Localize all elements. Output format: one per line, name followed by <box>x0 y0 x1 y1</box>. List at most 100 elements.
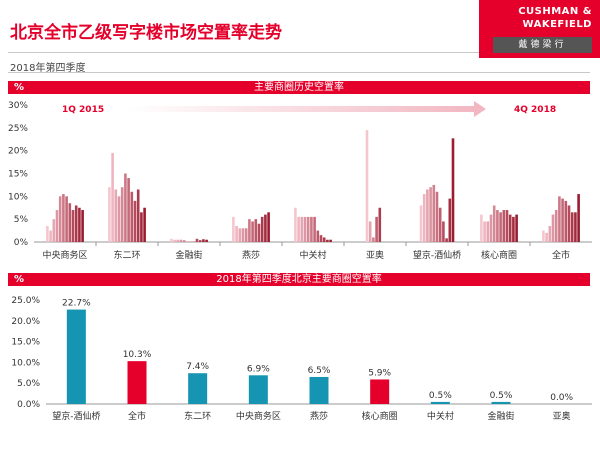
chart1-bar-2-8 <box>195 238 199 242</box>
chart1-bar-7-6 <box>499 212 502 242</box>
logo-text-line3: 戴德梁行 <box>493 37 592 53</box>
chart1-bar-3-4 <box>244 228 248 242</box>
chart1-x-tick-label: 中央商务区 <box>42 249 87 261</box>
chart2-data-label: 6.9% <box>247 364 270 374</box>
logo-text-line1: CUSHMAN & <box>518 6 592 17</box>
chart1-bar-4-9 <box>322 237 326 242</box>
chart1-bar-8-6 <box>561 198 564 242</box>
chart1-x-tick-label: 全市 <box>552 249 570 261</box>
chart1-bar-3-10 <box>264 214 267 242</box>
chart1-bar-1-1 <box>111 152 114 242</box>
chart1-bar-8-11 <box>577 194 580 242</box>
chart1-bar-8-7 <box>564 200 568 242</box>
chart1-bar-6-1 <box>422 194 426 242</box>
chart1-x-tick-label: 燕莎 <box>242 249 260 261</box>
chart2-data-label: 0.0% <box>550 393 573 403</box>
chart1-bar-1-7 <box>130 191 134 242</box>
chart1-bar-0-11 <box>81 210 84 242</box>
chart2-x-tick-label: 金融街 <box>487 410 514 422</box>
chart1-bar-4-11 <box>329 239 332 242</box>
chart1-bar-7-3 <box>489 214 493 242</box>
chart1-y-tick-label: 5% <box>14 215 29 225</box>
chart1-bar-4-10 <box>326 239 329 242</box>
chart1-bar-8-4 <box>554 210 558 242</box>
chart1-bar-7-0 <box>480 214 483 242</box>
chart1-bar-0-2 <box>52 219 56 242</box>
chart2-y-tick-label: 0.0% <box>17 400 40 410</box>
chart1-bar-0-5 <box>62 194 65 242</box>
chart1-bar-7-7 <box>502 210 506 242</box>
chart1-start-label: 1Q 2015 <box>62 105 104 115</box>
chart2-x-tick-label: 中关村 <box>427 410 454 422</box>
chart2-y-tick-label: 25.0% <box>11 296 40 306</box>
chart1-bar-5-4 <box>378 207 382 242</box>
chart1-bar-8-9 <box>570 212 574 242</box>
chart1-bar-3-7 <box>254 219 258 242</box>
chart1-bar-5-0 <box>365 130 369 242</box>
chart1-bar-2-9 <box>198 240 202 242</box>
chart1-bar-4-7 <box>316 230 320 242</box>
chart1-bar-8-0 <box>542 230 545 242</box>
chart2-data-label: 22.7% <box>62 299 91 309</box>
chart2-bar-4 <box>309 376 329 404</box>
chart1-bar-1-5 <box>124 173 127 242</box>
chart1-y-tick-label: 30% <box>8 101 28 111</box>
chart1-bar-8-5 <box>558 196 561 242</box>
chart1-x-tick-label: 金融街 <box>175 249 202 261</box>
chart1-bar-6-5 <box>435 191 439 242</box>
chart1-bar-7-10 <box>512 216 515 242</box>
chart1-x-tick-label: 东二环 <box>113 249 140 261</box>
chart1-bar-7-11 <box>515 214 518 242</box>
chart1-x-tick-label: 核心商圈 <box>481 249 517 261</box>
chart2-bar-3 <box>248 375 268 404</box>
chart1-bar-1-10 <box>140 212 143 242</box>
chart1-bar-3-0 <box>232 216 235 242</box>
chart1-bar-7-9 <box>508 214 512 242</box>
chart2-bar-7 <box>491 401 511 404</box>
chart1-bar-8-3 <box>551 214 555 242</box>
chart1-x-tick-label: 中关村 <box>299 249 326 261</box>
chart1-bar-3-8 <box>257 223 261 242</box>
chart2-y-tick-label: 20.0% <box>11 317 40 327</box>
chart2-bar-5 <box>370 379 390 404</box>
chart2-bar-6 <box>430 401 450 404</box>
chart2-y-tick-label: 5.0% <box>17 379 40 389</box>
chart1-y-tick-label: 20% <box>8 147 28 157</box>
chart1-bar-7-2 <box>486 221 490 242</box>
chart2-bar-1 <box>127 361 147 404</box>
chart1-bar-0-9 <box>74 205 78 242</box>
chart1-bar-8-10 <box>574 212 577 242</box>
chart1-bar-1-2 <box>114 189 118 242</box>
chart1-title: 主要商圈历史空置率 <box>254 82 344 93</box>
chart1-bar-4-8 <box>319 235 323 242</box>
chart1-bar-0-3 <box>55 210 59 242</box>
chart1-bar-3-3 <box>241 228 245 242</box>
chart1-bar-2-4 <box>182 240 186 242</box>
chart1-header-band: % 主要商圈历史空置率 <box>8 81 590 94</box>
chart1-y-tick-label: 25% <box>8 124 28 134</box>
chart1-bar-0-1 <box>49 230 52 242</box>
chart1-bar-6-0 <box>419 205 423 242</box>
chart2-data-label: 5.9% <box>368 368 391 378</box>
chart1-x-tick-label: 亚奥 <box>366 249 384 261</box>
timeline-arrow-shaft <box>128 106 474 112</box>
chart1-bar-0-0 <box>46 226 49 242</box>
chart1-bar-2-2 <box>176 239 180 242</box>
chart1-bar-6-7 <box>442 221 445 242</box>
chart1-unit-label: % <box>14 82 25 93</box>
subtitle-divider <box>8 72 590 73</box>
chart2-data-label: 0.5% <box>490 391 513 401</box>
page-title: 北京全市乙级写字楼市场空置率走势 <box>10 23 282 43</box>
chart1-y-tick-label: 15% <box>8 170 28 180</box>
page-subtitle: 2018年第四季度 <box>10 63 86 74</box>
chart1-bar-2-0 <box>170 238 173 242</box>
chart1-bar-2-10 <box>202 239 205 242</box>
chart1-bar-4-5 <box>310 216 313 242</box>
chart1-y-tick-label: 0% <box>14 238 29 248</box>
chart1-bar-0-8 <box>71 210 75 242</box>
chart1-bar-0-4 <box>58 196 62 242</box>
chart1-bar-1-11 <box>143 207 146 242</box>
chart1-end-label: 4Q 2018 <box>514 105 556 115</box>
chart2-data-label: 0.5% <box>429 391 452 401</box>
